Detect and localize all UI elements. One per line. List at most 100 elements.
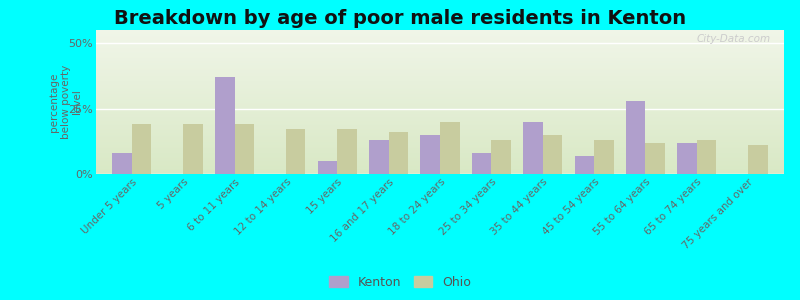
Bar	[96, 147, 784, 148]
Bar	[96, 156, 784, 157]
Bar	[96, 51, 784, 52]
Bar	[96, 136, 784, 137]
Bar	[369, 140, 389, 174]
Bar	[96, 56, 784, 57]
Bar	[96, 100, 784, 101]
Bar	[96, 74, 784, 75]
Bar	[96, 129, 784, 130]
Bar	[96, 98, 784, 99]
Bar	[96, 111, 784, 112]
Bar	[421, 135, 440, 174]
Bar	[96, 155, 784, 156]
Bar	[96, 118, 784, 119]
Bar	[440, 122, 459, 174]
Bar	[96, 148, 784, 149]
Bar	[96, 168, 784, 169]
Bar	[96, 33, 784, 34]
Bar	[542, 135, 562, 174]
Bar	[96, 162, 784, 163]
Bar	[96, 88, 784, 89]
Bar	[96, 80, 784, 81]
Bar	[96, 35, 784, 36]
Bar	[96, 102, 784, 103]
Bar	[96, 52, 784, 53]
Bar	[96, 55, 784, 56]
Bar	[96, 171, 784, 172]
Bar	[318, 161, 338, 174]
Bar	[132, 124, 151, 174]
Bar	[96, 39, 784, 40]
Bar	[96, 132, 784, 133]
Bar	[96, 145, 784, 146]
Bar	[96, 62, 784, 63]
Bar	[215, 77, 234, 174]
Bar	[96, 117, 784, 118]
Bar	[96, 131, 784, 132]
Bar	[96, 50, 784, 51]
Bar	[96, 109, 784, 110]
Bar	[96, 57, 784, 58]
Bar	[96, 82, 784, 83]
Bar	[96, 73, 784, 74]
Bar	[338, 130, 357, 174]
Bar	[96, 161, 784, 162]
Bar	[96, 144, 784, 145]
Bar	[96, 95, 784, 96]
Bar	[96, 127, 784, 128]
Bar	[96, 66, 784, 67]
Bar	[96, 89, 784, 90]
Bar	[286, 130, 306, 174]
Bar	[96, 115, 784, 116]
Bar	[96, 99, 784, 100]
Bar	[96, 36, 784, 37]
Text: Breakdown by age of poor male residents in Kenton: Breakdown by age of poor male residents …	[114, 9, 686, 28]
Y-axis label: percentage
below poverty
level: percentage below poverty level	[49, 65, 82, 139]
Bar	[96, 163, 784, 164]
Bar	[96, 103, 784, 104]
Bar	[96, 68, 784, 69]
Bar	[96, 96, 784, 97]
Bar	[96, 113, 784, 114]
Bar	[96, 83, 784, 84]
Bar	[96, 112, 784, 113]
Bar	[96, 137, 784, 138]
Bar	[96, 167, 784, 168]
Bar	[113, 153, 132, 174]
Bar	[183, 124, 202, 174]
Bar	[96, 108, 784, 109]
Bar	[96, 45, 784, 46]
Bar	[96, 173, 784, 174]
Bar	[96, 65, 784, 66]
Bar	[594, 140, 614, 174]
Bar	[96, 166, 784, 167]
Bar	[96, 94, 784, 95]
Bar	[96, 31, 784, 32]
Bar	[96, 139, 784, 140]
Bar	[96, 138, 784, 139]
Bar	[96, 46, 784, 47]
Bar	[96, 60, 784, 61]
Bar	[389, 132, 408, 174]
Bar	[96, 53, 784, 54]
Bar	[96, 159, 784, 160]
Bar	[96, 124, 784, 125]
Bar	[96, 149, 784, 150]
Bar	[96, 77, 784, 78]
Bar	[646, 142, 665, 174]
Bar	[96, 160, 784, 161]
Bar	[96, 157, 784, 158]
Bar	[96, 114, 784, 115]
Bar	[96, 71, 784, 72]
Bar	[96, 64, 784, 65]
Bar	[96, 140, 784, 141]
Bar	[697, 140, 716, 174]
Bar	[96, 130, 784, 131]
Bar	[96, 153, 784, 154]
Bar	[96, 79, 784, 80]
Bar	[96, 122, 784, 123]
Bar	[96, 120, 784, 121]
Text: City-Data.com: City-Data.com	[696, 34, 770, 44]
Bar	[96, 78, 784, 79]
Bar	[491, 140, 511, 174]
Bar	[96, 126, 784, 127]
